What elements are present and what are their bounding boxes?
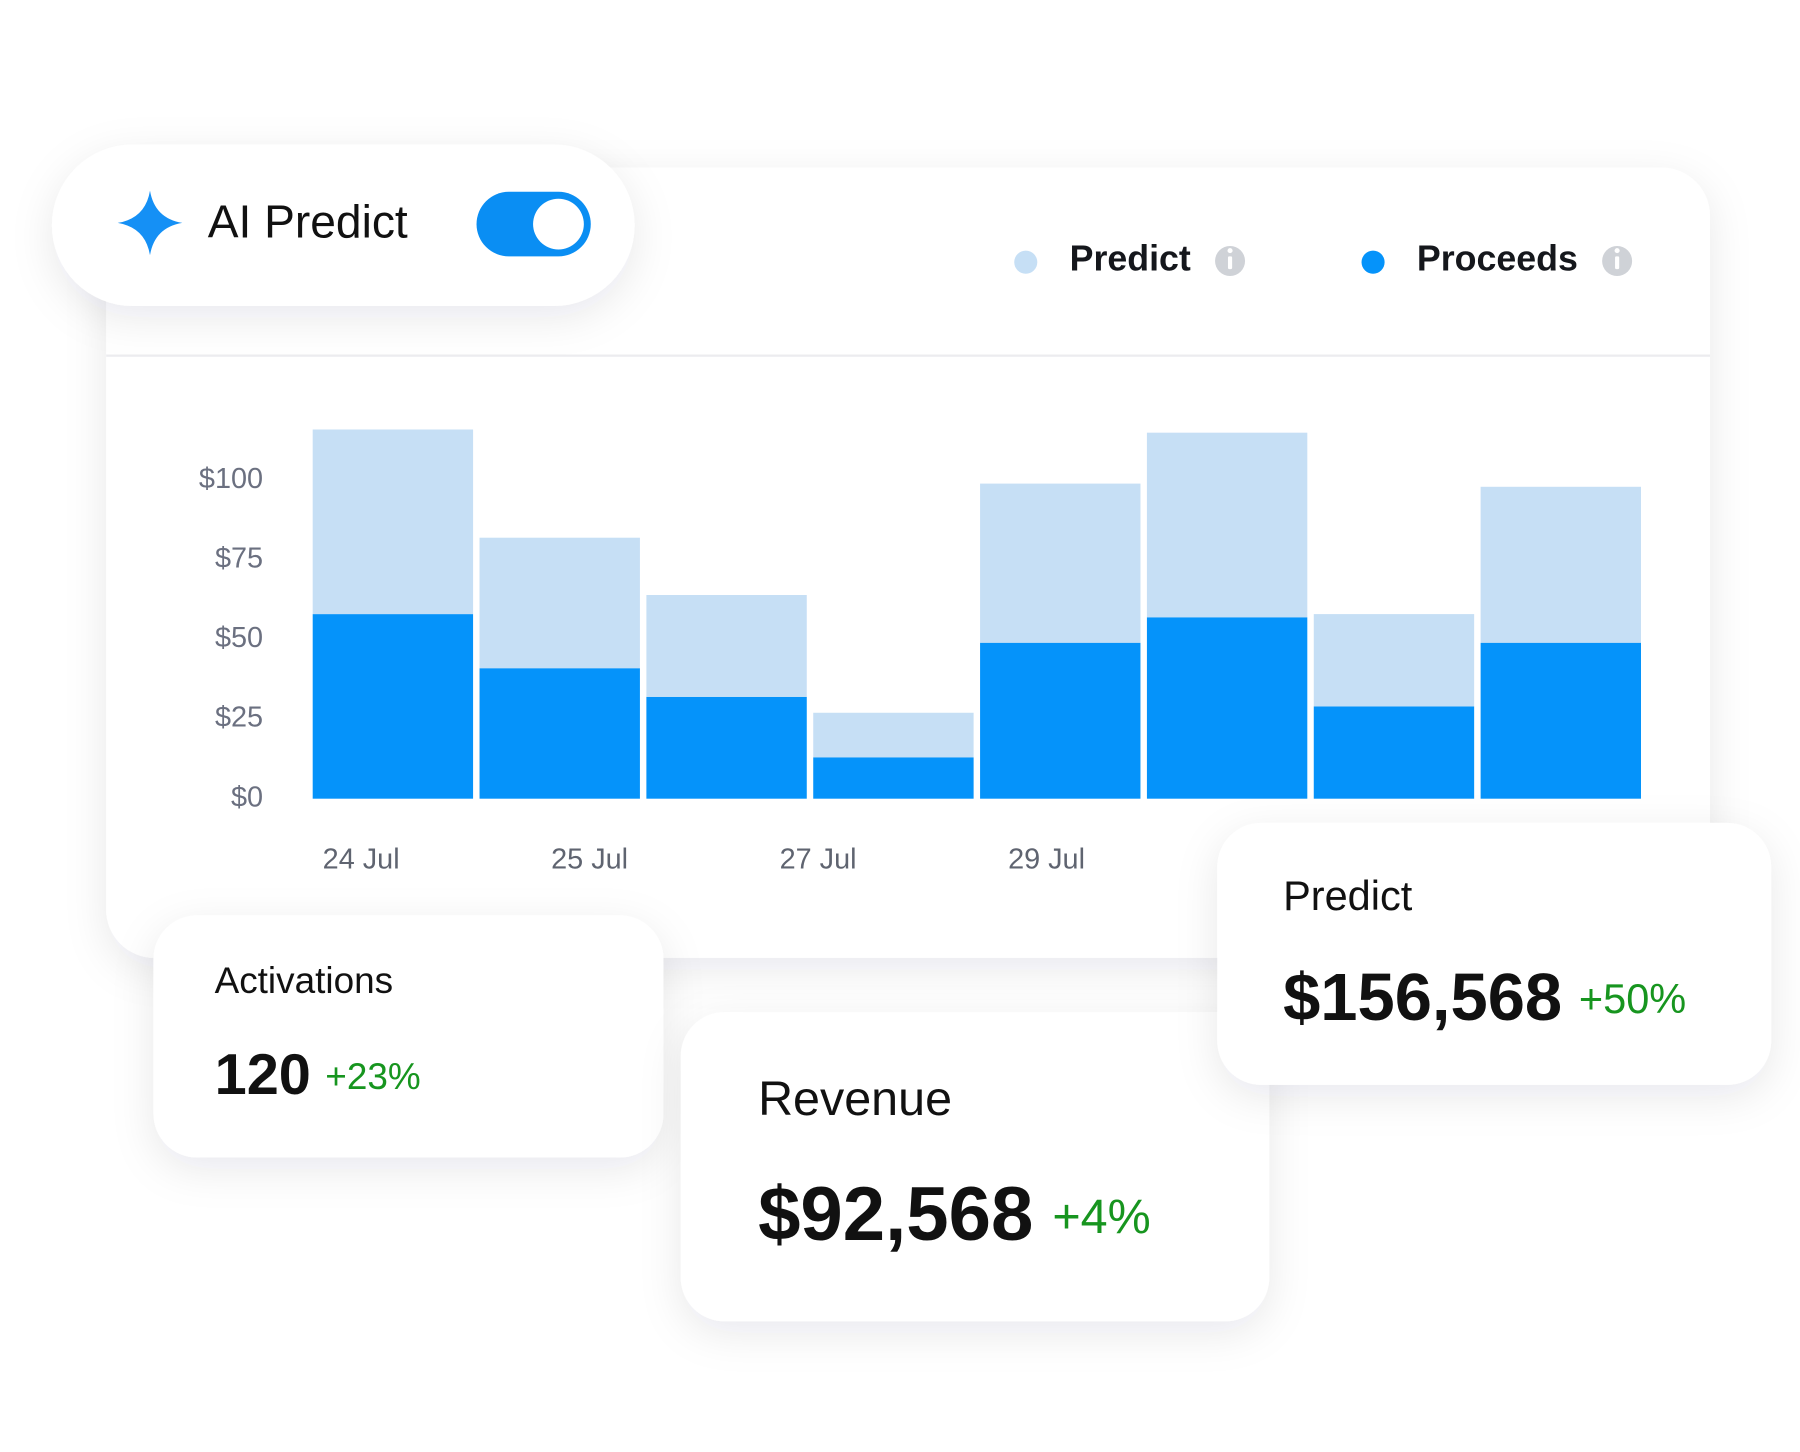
stat-change: +50%: [1579, 975, 1686, 1022]
y-tick-label: $25: [215, 702, 263, 734]
stat-line: 120 +23%: [215, 1043, 421, 1107]
bar-segment: [1480, 642, 1641, 799]
bar-segment: [646, 696, 807, 799]
y-tick-label: $75: [215, 543, 263, 575]
toggle-label: AI Predict: [208, 195, 408, 247]
stat-card: [680, 1012, 1270, 1322]
bar-segment: [312, 429, 474, 615]
legend-swatch: [1361, 250, 1385, 274]
y-tick-label: $100: [199, 463, 263, 495]
cards: Activations 120 +23% Revenue $92,568 +4% Predi…: [153, 822, 1772, 1322]
bar-segment: [312, 614, 474, 799]
stat-title: Activations: [215, 960, 393, 1001]
switch-knob[interactable]: [533, 198, 584, 250]
info-icon-dot: [1227, 248, 1233, 254]
y-tick-label: $50: [215, 622, 263, 654]
bar-segment: [1313, 614, 1475, 707]
chart: $0 $25 $50 $75 $100 24 Jul 25 Jul 27 Jul 29 Jul: [199, 429, 1641, 876]
bar-segment: [1146, 617, 1308, 799]
bar-segment: [980, 642, 1141, 799]
bar-segment: [813, 712, 974, 758]
stat-value: $156,568: [1283, 959, 1562, 1034]
sparkle-icon: [117, 190, 183, 256]
stat-card: [1217, 822, 1772, 1085]
x-tick-label: 24 Jul: [323, 844, 400, 876]
x-tick-label: 25 Jul: [551, 844, 628, 876]
x-tick-label: 29 Jul: [1008, 844, 1085, 876]
bar-segment: [980, 483, 1141, 643]
stat-title: Predict: [1283, 872, 1413, 919]
bar-segment: [813, 757, 974, 799]
bar-segment: [1480, 486, 1641, 643]
toggle-card: [51, 144, 635, 306]
info-icon-dot: [1614, 248, 1620, 254]
legend-label: Predict: [1070, 238, 1191, 278]
bar-segment: [1313, 706, 1475, 799]
stat-line: $92,568 +4%: [758, 1172, 1151, 1257]
info-icon-stem: [1227, 256, 1233, 270]
legend-swatch: [1014, 250, 1038, 274]
stat-line: $156,568 +50%: [1283, 959, 1686, 1034]
legend: Predict Proceeds: [1014, 238, 1633, 278]
info-icon-stem: [1615, 256, 1620, 270]
bar-segment: [479, 537, 640, 669]
stat-change: +4%: [1052, 1190, 1150, 1244]
bar-segment: [1146, 432, 1308, 618]
x-tick-label: 27 Jul: [780, 844, 857, 876]
legend-label: Proceeds: [1417, 238, 1578, 278]
y-tick-label: $0: [231, 781, 263, 813]
stat-change: +23%: [325, 1056, 420, 1097]
stat-title: Revenue: [758, 1072, 952, 1126]
stat-value: $92,568: [758, 1172, 1033, 1257]
bar-segment: [646, 595, 807, 697]
stat-card: [153, 915, 664, 1158]
toggle-switch[interactable]: [476, 191, 591, 257]
stat-value: 120: [215, 1043, 311, 1107]
bar-segment: [479, 668, 640, 799]
